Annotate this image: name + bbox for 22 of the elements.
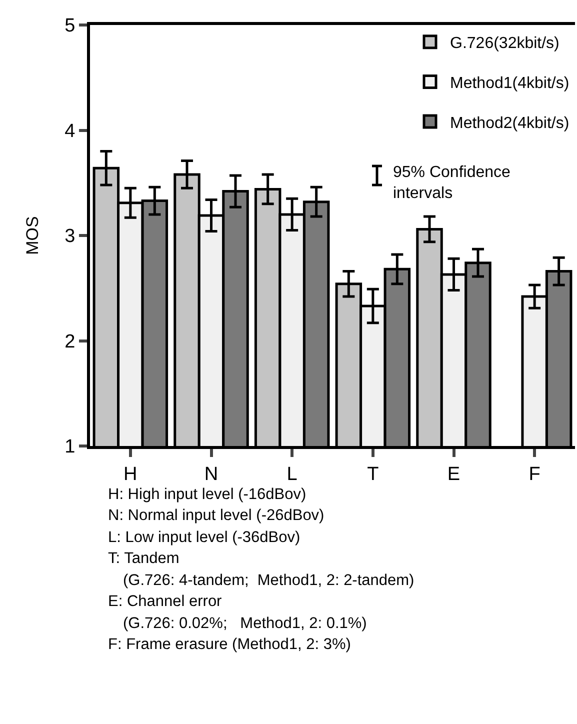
y-tick-label: 4	[64, 120, 76, 142]
x-tick-label: F	[528, 464, 540, 485]
text: N: Normal input level (-26dBov)	[108, 507, 324, 524]
legend-label: Method1(4kbit/s)	[450, 74, 570, 92]
legend-label: G.726(32kbit/s)	[450, 35, 560, 52]
y-tick-label: 5	[64, 16, 76, 37]
legend-label: Method2(4kbit/s)	[450, 114, 570, 132]
text: F: Frame erasure (Method1, 2: 3%)	[108, 636, 351, 653]
y-axis-title: MOS	[23, 216, 42, 255]
x-tick-label: E	[447, 464, 460, 485]
x-tick-label: T	[367, 464, 380, 485]
y-tick-label: 3	[64, 226, 76, 248]
y-tick-label: 1	[64, 436, 76, 458]
text: L: Low input level (-36dBov)	[108, 529, 300, 546]
x-tick-label: H	[124, 464, 138, 485]
x-tick-label: N	[204, 464, 218, 485]
text: E: Channel error (G.726: 0.02%; Method1, 2: 0.1%)	[108, 593, 367, 632]
text: H: High input level (-16dBov)	[108, 486, 306, 503]
annotation: 95% Confidence intervals	[393, 164, 511, 202]
x-tick-label: L	[286, 464, 298, 485]
text: T: Tandem (G.726: 4-tandem; Method1, 2: 2-tandem)	[108, 550, 414, 589]
y-tick-label: 2	[64, 331, 76, 352]
